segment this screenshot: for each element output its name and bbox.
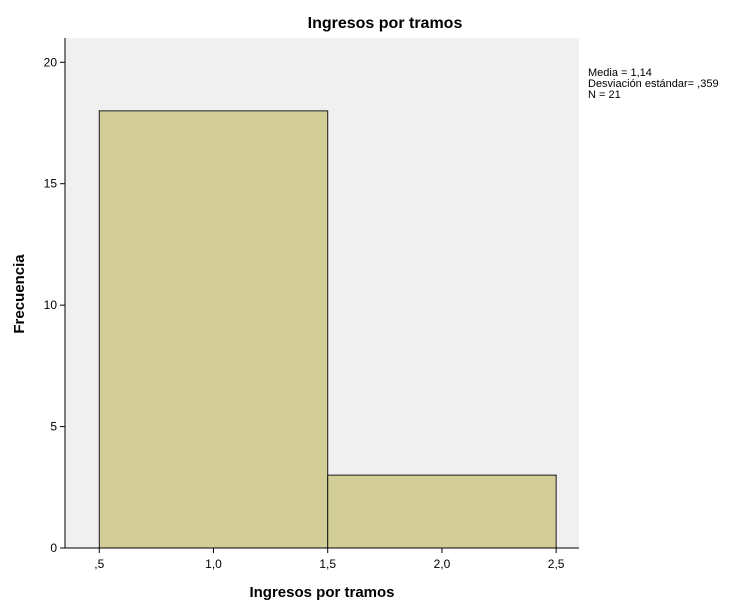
chart-title: Ingresos por tramos bbox=[308, 15, 463, 32]
stats-line: Media = 1,14 bbox=[588, 67, 652, 79]
x-tick-label: 1,5 bbox=[319, 557, 336, 571]
x-ticks-group: ,5 1,0 1,5 2,0 2,5 bbox=[94, 548, 565, 571]
y-tick-label: 5 bbox=[50, 420, 57, 434]
x-axis-title: Ingresos por tramos bbox=[249, 584, 394, 601]
x-tick-label: 1,0 bbox=[205, 557, 222, 571]
histogram-bar-2 bbox=[327, 474, 557, 549]
stats-line: Desviación estándar= ,359 bbox=[588, 78, 719, 90]
x-tick-label: 2,5 bbox=[548, 557, 565, 571]
stats-line: N = 21 bbox=[588, 89, 621, 101]
y-tick-label: 15 bbox=[44, 177, 58, 191]
y-ticks-group: 0 5 10 15 20 bbox=[44, 55, 65, 555]
x-tick-label: 2,0 bbox=[434, 557, 451, 571]
y-tick-label: 0 bbox=[50, 541, 57, 555]
y-tick-label: 10 bbox=[44, 298, 58, 312]
bars-group bbox=[98, 110, 557, 549]
y-axis-title: Frecuencia bbox=[11, 254, 28, 334]
x-tick-label: ,5 bbox=[94, 557, 104, 571]
histogram-bar-1 bbox=[98, 110, 329, 549]
y-tick-label: 20 bbox=[44, 55, 58, 69]
